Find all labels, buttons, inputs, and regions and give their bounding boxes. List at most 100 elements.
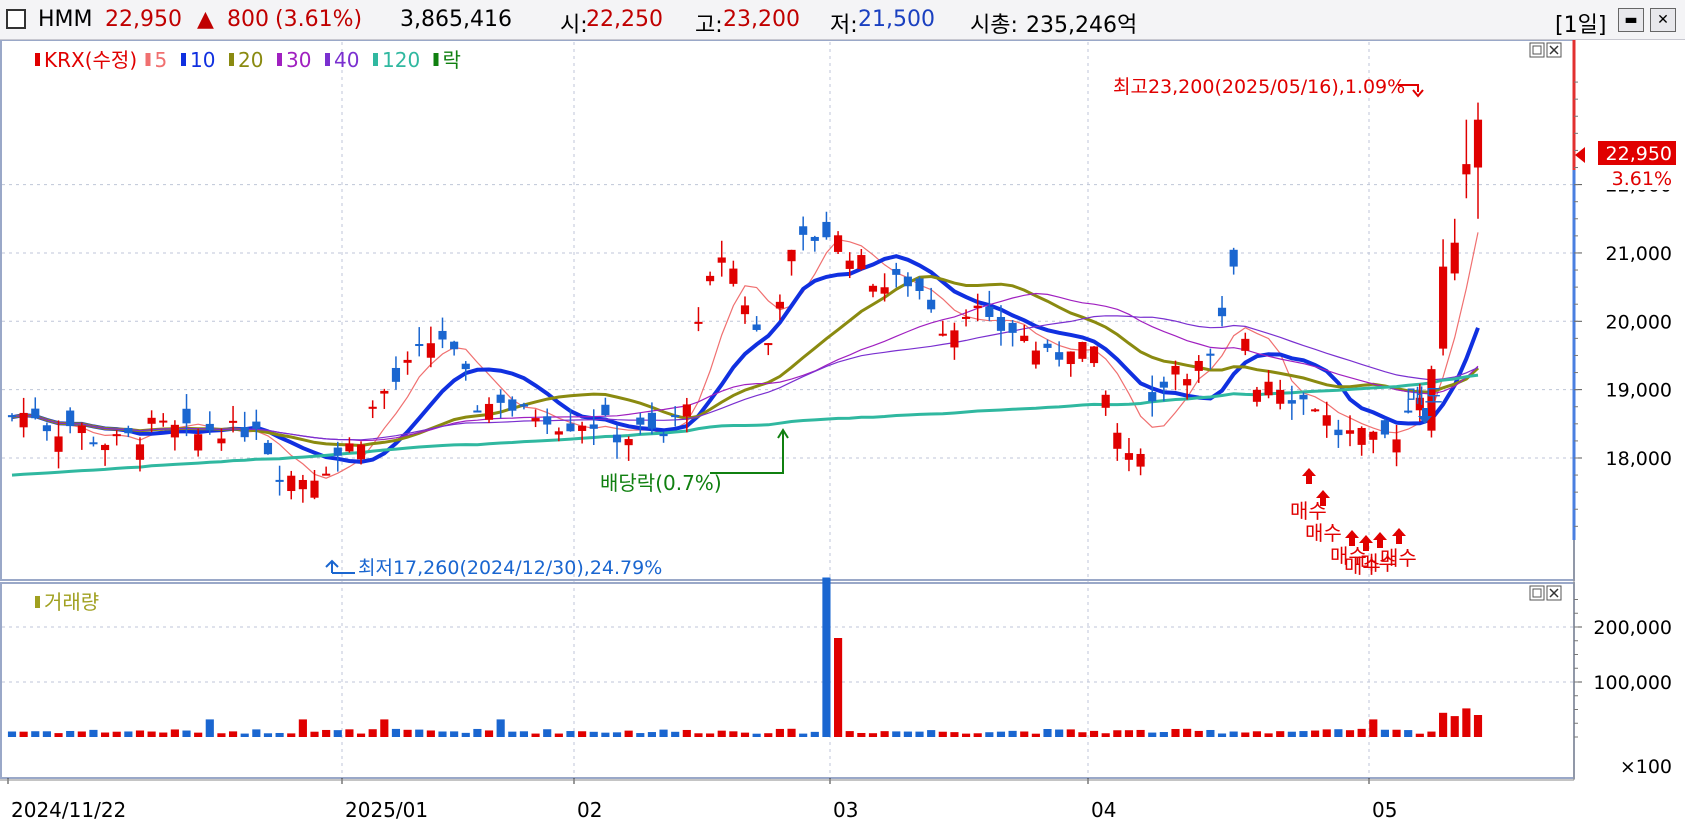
candle-body	[403, 359, 412, 363]
volume-close-icon[interactable]	[1546, 585, 1562, 601]
candle-body	[764, 343, 773, 346]
volume-bar	[671, 731, 680, 737]
candle-body	[996, 316, 1006, 331]
dividend-marker	[710, 430, 784, 474]
candle-body	[345, 443, 354, 452]
buy-signal-label: 매수	[1380, 546, 1417, 570]
legend-swatch	[35, 53, 40, 66]
volume-bar	[415, 729, 424, 737]
volume-bar	[240, 733, 249, 737]
ma-120-line	[11, 373, 1479, 477]
volume-bar	[461, 732, 470, 737]
volume-bar	[1415, 733, 1424, 737]
candle-body	[1066, 351, 1075, 365]
buy-arrow-icon	[1373, 532, 1387, 548]
volume-bar	[1217, 733, 1227, 737]
candle-body	[659, 433, 668, 437]
sell-signal-label: 매도	[1406, 384, 1443, 408]
volume-maximize-icon[interactable]	[1529, 585, 1545, 601]
select-checkbox[interactable]	[6, 9, 26, 29]
candle-body	[961, 316, 971, 319]
candle-body	[566, 423, 575, 432]
candle-body	[124, 428, 133, 434]
volume-bar	[1334, 729, 1343, 737]
candle-body	[194, 434, 203, 451]
legend-swatch	[277, 53, 282, 66]
candle-body	[228, 420, 238, 423]
candle-body	[612, 434, 622, 443]
candle-body	[7, 415, 17, 418]
candle-body	[1439, 266, 1448, 349]
candle-body	[554, 431, 563, 435]
volume-bar	[147, 731, 156, 737]
close-icon[interactable]: ✕	[1650, 8, 1676, 32]
volume-bar	[659, 729, 668, 737]
volume-bar	[1124, 730, 1134, 737]
current-pct-tag	[1598, 166, 1676, 190]
volume-bar	[7, 731, 17, 737]
volume-bar	[1404, 730, 1413, 737]
open-value: 22,250	[586, 7, 663, 32]
candle-body	[1124, 453, 1134, 460]
date-tick-label: 2024/11/22	[11, 798, 126, 822]
title-bar: HMM 22,950 ▲ 800 (3.61%) 3,865,416 시: 22…	[0, 0, 1685, 40]
candle-body	[170, 424, 179, 438]
volume-bar	[450, 731, 459, 737]
volume-bar	[391, 728, 401, 737]
volume-bar	[647, 732, 656, 737]
legend-swatch	[433, 53, 439, 66]
candle-body	[1473, 119, 1483, 168]
dividend-arrow-icon	[777, 428, 789, 439]
candle-body	[1031, 350, 1040, 365]
candle-body	[252, 421, 261, 429]
candle-body	[1287, 400, 1296, 404]
candle-body	[415, 344, 424, 347]
volume-bar	[159, 732, 168, 737]
candle-body	[89, 442, 98, 445]
candle-body	[1159, 381, 1168, 388]
volume-bar	[275, 732, 284, 737]
volume-panel-title: 거래량	[44, 590, 99, 614]
candle-body	[519, 404, 529, 407]
candle-body	[77, 425, 86, 434]
volume-bar	[252, 729, 261, 737]
candle-body	[450, 341, 459, 350]
minimize-icon[interactable]: ▬	[1618, 8, 1644, 32]
volume-bar	[1345, 730, 1355, 737]
candle-body	[903, 276, 912, 287]
period-selector[interactable]: [1일]	[1555, 13, 1607, 38]
legend-label: 5	[155, 48, 168, 72]
volume-bar	[915, 731, 924, 737]
high-label: 고:	[695, 13, 723, 38]
candle-body	[1229, 249, 1238, 267]
volume-bar	[368, 729, 377, 737]
candle-body	[1055, 352, 1064, 360]
candle-body	[647, 412, 656, 429]
candle-body	[1345, 430, 1355, 434]
volume-bar	[880, 731, 889, 737]
volume-bar	[205, 719, 214, 737]
date-tick-label: 2025/01	[345, 798, 428, 822]
panel-maximize-icon[interactable]	[1529, 42, 1545, 58]
candle-body	[426, 343, 435, 358]
volume-bar	[310, 731, 319, 737]
candle-body	[1241, 338, 1250, 351]
candle-body	[1183, 379, 1192, 386]
volume-bar	[729, 731, 738, 737]
volume-bar	[77, 731, 86, 737]
candle-body	[973, 305, 982, 309]
price-tick-label: 20,000	[1606, 311, 1672, 333]
candle-body	[333, 447, 342, 456]
volume-bar	[124, 731, 133, 737]
candle-body	[66, 410, 75, 427]
ticker-name: HMM	[38, 7, 93, 32]
candle-body	[135, 444, 145, 460]
volume-bar	[1113, 730, 1122, 737]
volume-bar	[985, 732, 994, 737]
volume-bar	[973, 733, 982, 737]
volume-bar	[996, 731, 1006, 737]
chart-canvas[interactable]: KRX(수정) 5 10 20 30 40 120 락 18,000 19,000 20,000 2…	[0, 40, 1685, 825]
volume-bar	[950, 732, 959, 737]
panel-close-icon[interactable]	[1546, 42, 1562, 58]
candle-body	[461, 363, 470, 370]
